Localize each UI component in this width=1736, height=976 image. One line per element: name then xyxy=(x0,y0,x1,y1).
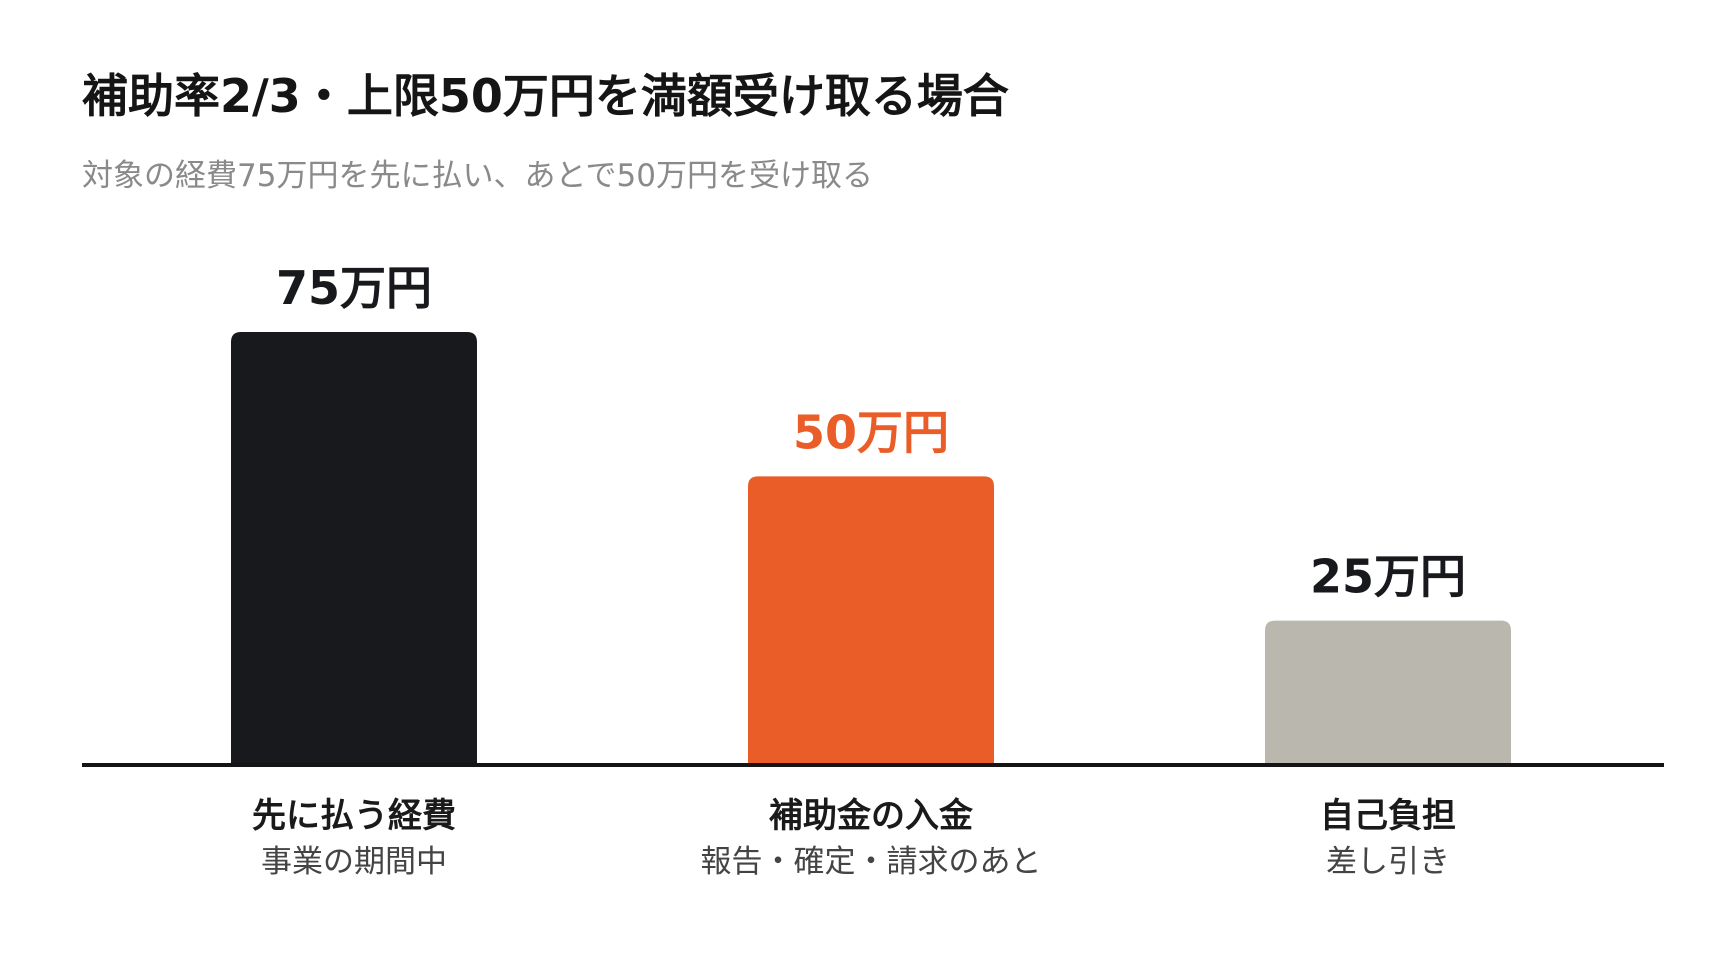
category-label-1: 先に払う経費 xyxy=(252,796,456,836)
category-note-2: 報告・確定・請求のあと xyxy=(701,844,1042,880)
category-note-1: 事業の期間中 xyxy=(261,844,447,880)
chart-title: 補助率2/3・上限50万円を満額受け取る場合 xyxy=(82,69,1009,123)
category-label-3: 自己負担 xyxy=(1320,796,1456,836)
value-label-2: 50万円 xyxy=(793,405,949,459)
value-label-1: 75万円 xyxy=(276,261,432,315)
bar-2 xyxy=(748,476,994,767)
bars-group xyxy=(231,332,1511,767)
chart-subtitle: 対象の経費75万円を先に払い、あとで50万円を受け取る xyxy=(82,158,873,194)
bar-3 xyxy=(1265,620,1511,767)
category-note-3: 差し引き xyxy=(1326,844,1450,880)
value-label-3: 25万円 xyxy=(1310,550,1466,604)
category-label-2: 補助金の入金 xyxy=(769,796,974,836)
bar-1 xyxy=(231,332,477,767)
